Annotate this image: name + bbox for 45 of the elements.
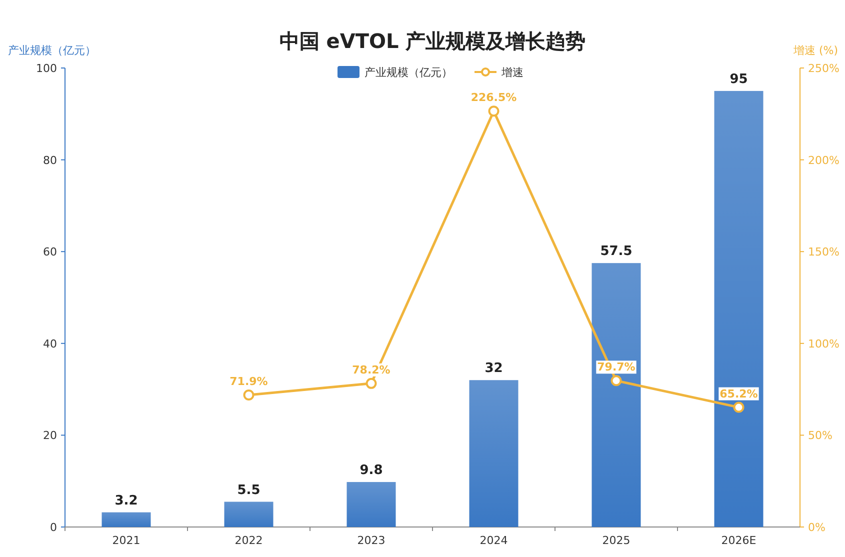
y2-tick-label: 50% xyxy=(808,429,832,442)
point xyxy=(610,375,622,386)
legend-label: 增速 xyxy=(500,66,524,79)
x-tick-label: 2025 xyxy=(602,534,630,547)
chart-title: 中国 eVTOL 产业规模及增长趋势 xyxy=(279,29,586,53)
bar xyxy=(592,263,641,527)
bar xyxy=(224,502,274,527)
y2-tick-label: 250% xyxy=(808,62,840,75)
y-tick-label: 20 xyxy=(43,429,57,442)
data-label: 57.5 xyxy=(600,244,632,260)
data-label: 65.2% xyxy=(720,387,758,400)
y2-tick-label: 150% xyxy=(808,246,840,259)
data-label: 3.2 xyxy=(114,493,138,508)
y-axis-title: 产业规模（亿元） xyxy=(8,44,96,57)
data-label: 9.8 xyxy=(360,463,383,478)
x-tick-label: 2026E xyxy=(721,534,756,547)
x-tick-label: 2021 xyxy=(112,534,140,547)
point xyxy=(243,389,254,400)
data-label: 79.7% xyxy=(597,360,636,374)
y-tick-label: 80 xyxy=(43,154,57,167)
y2-axis-title: 增速 (%) xyxy=(792,44,838,57)
point xyxy=(488,106,500,117)
bar xyxy=(102,512,151,527)
point xyxy=(366,378,377,389)
data-label: 71.9% xyxy=(230,374,268,388)
y2-tick-label: 0% xyxy=(808,521,826,534)
bar xyxy=(714,90,764,527)
data-label: 32 xyxy=(484,361,503,376)
bar xyxy=(346,482,396,527)
y-tick-label: 60 xyxy=(43,246,57,259)
y-tick-label: 40 xyxy=(43,337,57,350)
y2-tick-label: 200% xyxy=(808,154,840,167)
data-label: 78.2% xyxy=(352,363,390,376)
y2-tick-label: 100% xyxy=(808,337,840,350)
y-tick-label: 100 xyxy=(36,62,57,75)
data-label: 95 xyxy=(730,72,748,87)
y-tick-label: 0 xyxy=(50,521,57,534)
x-tick-label: 2023 xyxy=(357,534,386,547)
x-tick-label: 2022 xyxy=(234,534,263,547)
bar xyxy=(469,380,518,527)
data-label: 5.5 xyxy=(237,482,260,498)
legend-label: 产业规模（亿元） xyxy=(364,66,452,79)
point xyxy=(733,402,744,413)
data-label: 226.5% xyxy=(470,91,517,104)
x-tick-label: 2024 xyxy=(480,534,508,547)
